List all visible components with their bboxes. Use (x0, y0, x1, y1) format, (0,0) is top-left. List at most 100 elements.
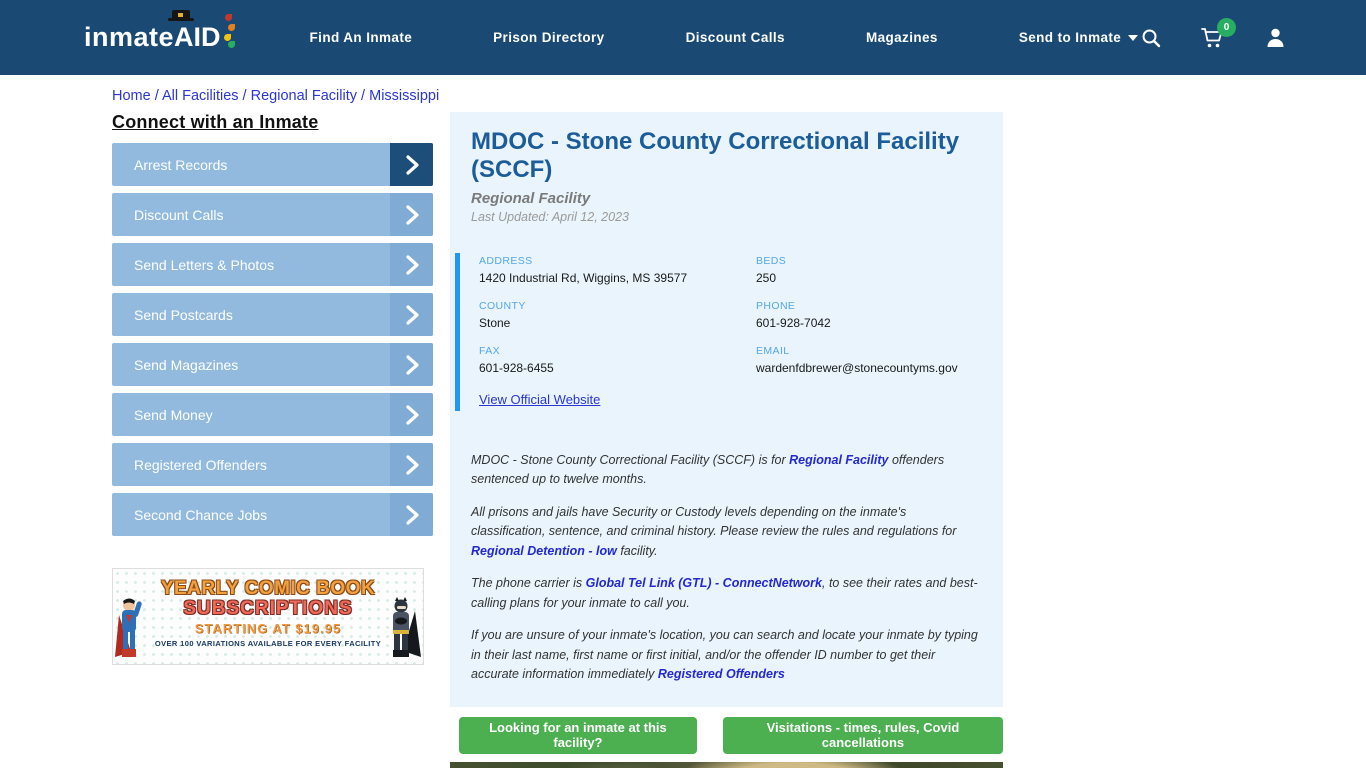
description-paragraph: If you are unsure of your inmate's locat… (471, 626, 982, 685)
sidebar-heading: Connect with an Inmate (112, 112, 319, 132)
detail-label: EMAIL (756, 344, 790, 357)
sidebar: Connect with an Inmate Arrest Records Dis… (112, 112, 433, 665)
superman-illustration (115, 597, 149, 664)
sidebar-button-send-magazines[interactable]: Send Magazines (112, 343, 433, 386)
detail-phone: PHONE 601-928-7042 (756, 300, 982, 330)
inline-link-regional-facility[interactable]: Regional Facility (789, 452, 889, 467)
description-paragraph: All prisons and jails have Security or C… (471, 503, 982, 562)
breadcrumb-separator: / (150, 88, 162, 104)
breadcrumb-separator: / (357, 88, 370, 104)
breadcrumb-link-regional-facility[interactable]: Regional Facility (250, 88, 358, 104)
cart-count-badge: 0 (1217, 17, 1236, 37)
detail-value: Stone (479, 315, 511, 330)
sidebar-button-label: Send Magazines (134, 356, 239, 373)
nav-item-magazines[interactable]: Magazines (865, 30, 938, 45)
action-button-looking-for-an-inmate-at-this-facility[interactable]: Looking for an inmate at this facility? (459, 716, 697, 754)
sidebar-button-label: Send Letters & Photos (134, 256, 275, 273)
ad-footnote: OVER 100 VARIATIONS AVAILABLE FOR EVERY … (154, 639, 382, 648)
detail-label: FAX (479, 344, 501, 357)
detail-label: COUNTY (479, 299, 526, 312)
detail-value: 1420 Industrial Rd, Wiggins, MS 39577 (479, 270, 688, 285)
paragraph-text: facility. (616, 543, 658, 558)
nav-icons: 0 (1141, 17, 1286, 49)
sidebar-button-label: Second Chance Jobs (134, 506, 268, 523)
search-icon[interactable] (1141, 28, 1161, 48)
facility-details-panel: ADDRESS 1420 Industrial Rd, Wiggins, MS 3… (455, 252, 982, 411)
inline-link-regional-detention-low[interactable]: Regional Detention - low (471, 543, 617, 558)
nav-item-prison-directory[interactable]: Prison Directory (493, 30, 605, 45)
logo-text-aid: AID (168, 10, 235, 53)
paragraph-text: If you are unsure of your inmate's locat… (471, 628, 978, 682)
pilgrim-hat-icon (168, 10, 195, 21)
nav-item-discount-calls[interactable]: Discount Calls (685, 30, 785, 45)
detail-fax: FAX 601-928-6455 (479, 345, 756, 375)
sidebar-button-list: Arrest Records Discount Calls Send Letters… (112, 143, 433, 536)
sidebar-button-second-chance-jobs[interactable]: Second Chance Jobs (112, 493, 433, 536)
comic-book-ad[interactable]: YEARLY COMIC BOOK SUBSCRIPTIONS STARTING… (112, 568, 424, 665)
sidebar-button-label: Discount Calls (134, 206, 224, 223)
detail-label: ADDRESS (479, 254, 533, 267)
nav-item-send-to-inmate[interactable]: Send to Inmate (1019, 30, 1139, 45)
sidebar-button-arrest-records[interactable]: Arrest Records (112, 143, 433, 186)
batman-illustration (385, 597, 421, 664)
paragraph-text: , to see their rates and best-calling pl… (471, 576, 978, 610)
autumn-leaves-icon (221, 14, 235, 48)
chevron-right-icon (390, 243, 433, 286)
inline-link-global-tel-link-gtl-connectnetwork[interactable]: Global Tel Link (GTL) - ConnectNetwork (585, 576, 822, 591)
breadcrumb-link-all-facilities[interactable]: All Facilities (161, 88, 239, 104)
action-button-visitations-times-rules-covid-cancellations[interactable]: Visitations - times, rules, Covid cancel… (722, 716, 1003, 754)
detail-label: PHONE (756, 299, 796, 312)
cart-icon[interactable]: 0 (1201, 17, 1236, 49)
facility-column: MDOC - Stone County Correctional Facilit… (450, 112, 1003, 768)
last-updated: Last Updated: April 12, 2023 (471, 209, 629, 224)
paragraph-text: offenders sentenced up to twelve months. (471, 452, 945, 487)
action-buttons: Looking for an inmate at this facility? V… (459, 716, 1003, 754)
detail-value: 601-928-7042 (756, 315, 831, 330)
inline-link-registered-offenders[interactable]: Registered Offenders (657, 667, 785, 682)
breadcrumb-separator: / (238, 88, 251, 104)
description-paragraph: MDOC - Stone County Correctional Facilit… (471, 451, 982, 490)
sidebar-button-label: Send Postcards (134, 306, 233, 323)
logo-text-inmate: inmate (84, 22, 175, 52)
sidebar-button-label: Registered Offenders (134, 456, 267, 473)
caret-down-icon (1128, 35, 1139, 42)
detail-value: 250 (756, 270, 777, 285)
sidebar-button-registered-offenders[interactable]: Registered Offenders (112, 443, 433, 486)
chevron-right-icon (390, 493, 433, 536)
sidebar-button-send-money[interactable]: Send Money (112, 393, 433, 436)
chevron-right-icon (390, 343, 433, 386)
detail-label: BEDS (756, 254, 787, 267)
detail-value: wardenfdbrewer@stonecountyms.gov (756, 360, 958, 375)
official-website-link[interactable]: View Official Website (479, 391, 601, 407)
breadcrumb-link-home[interactable]: Home (112, 88, 151, 104)
paragraph-text: MDOC - Stone County Correctional Facilit… (471, 452, 790, 467)
detail-beds: BEDS 250 (756, 255, 982, 285)
detail-county: COUNTY Stone (479, 300, 756, 330)
nav-item-find-an-inmate[interactable]: Find An Inmate (309, 30, 413, 45)
ad-headline: YEARLY COMIC BOOK (160, 578, 376, 599)
sidebar-button-send-letters-photos[interactable]: Send Letters & Photos (112, 243, 433, 286)
facility-card: MDOC - Stone County Correctional Facilit… (450, 112, 1003, 707)
detail-email: EMAIL wardenfdbrewer@stonecountyms.gov (756, 345, 982, 375)
description-paragraph: The phone carrier is Global Tel Link (GT… (471, 574, 982, 613)
breadcrumb-link-mississippi[interactable]: Mississippi (369, 88, 440, 104)
user-icon[interactable] (1265, 27, 1286, 48)
chevron-right-icon (390, 143, 433, 186)
sidebar-button-send-postcards[interactable]: Send Postcards (112, 293, 433, 336)
sidebar-button-label: Send Money (134, 406, 213, 423)
facility-description: MDOC - Stone County Correctional Facilit… (471, 451, 982, 685)
chevron-right-icon (390, 293, 433, 336)
top-navbar: inmate AID Find An Inmate Prison Director… (0, 0, 1366, 75)
site-logo[interactable]: inmate AID (84, 10, 235, 53)
facility-details-grid: ADDRESS 1420 Industrial Rd, Wiggins, MS 3… (479, 255, 982, 375)
facility-title: MDOC - Stone County Correctional Facilit… (471, 128, 960, 184)
sidebar-button-label: Arrest Records (134, 156, 228, 173)
detail-value: 601-928-6455 (479, 360, 554, 375)
ad-subheadline: SUBSCRIPTIONS (183, 598, 353, 619)
sidebar-button-discount-calls[interactable]: Discount Calls (112, 193, 433, 236)
chevron-right-icon (390, 193, 433, 236)
paragraph-text: All prisons and jails have Security or C… (471, 504, 957, 539)
chevron-right-icon (390, 443, 433, 486)
nav-links: Find An Inmate Prison Directory Discount C… (310, 30, 1139, 45)
ad-price: STARTING AT $19.95 (194, 621, 342, 636)
